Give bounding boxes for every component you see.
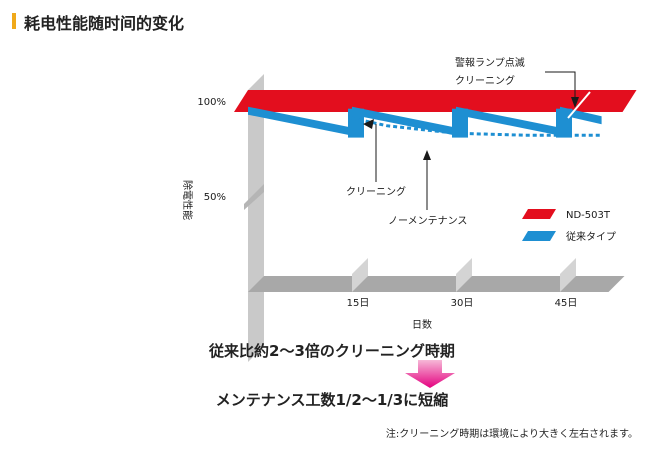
- x-axis-title: 日数: [412, 318, 432, 331]
- series-conventional-cleaning-step: [452, 108, 468, 138]
- x-tick-fin-15日: [352, 258, 368, 292]
- x-axis-floor: [248, 276, 625, 292]
- summary-line-1: 従来比約2～3倍のクリーニング時期: [209, 342, 455, 360]
- x-tick-fin-45日: [560, 258, 576, 292]
- summary-line-2: メンテナンス工数1/2～1/3に短縮: [215, 391, 449, 409]
- x-tick-fin-30日: [456, 258, 472, 292]
- y-tick-plate-50: [244, 184, 264, 210]
- series-conventional-cleaning-step: [348, 108, 364, 138]
- title-accent-bar: [12, 13, 16, 29]
- x-tick-label: 45日: [555, 298, 578, 309]
- legend-swatch-nd503t: [522, 209, 556, 219]
- footnote: 注:クリーニング時期は環境により大きく左右されます。: [385, 429, 638, 440]
- annotation-alarm-arrowhead: [571, 97, 579, 108]
- x-tick-label: 15日: [347, 298, 370, 309]
- page-title: 耗电性能随时间的变化: [24, 14, 185, 33]
- annotation-no-maintenance-arrowhead: [423, 150, 431, 160]
- annotation-cleaning-top: クリーニング: [455, 74, 515, 87]
- down-arrow-icon: [405, 360, 455, 388]
- x-tick-label: 30日: [451, 298, 474, 309]
- series-conventional-ribbon: [248, 106, 602, 136]
- annotation-cleaning-arrowhead: [363, 119, 374, 129]
- y-tick-label: 100%: [197, 97, 226, 108]
- legend-swatch-conventional: [522, 231, 556, 241]
- annotation-no-maintenance: ノーメンテナンス: [388, 215, 467, 227]
- series-conventional-cleaning-step: [556, 108, 572, 138]
- legend: ND-503T 従来タイプ: [522, 209, 616, 243]
- labels-layer: 100%50%15日 30日 45日日数除電性能警報ランプ点滅クリーニングクリーニン…: [181, 56, 591, 331]
- annotation-alarm-slash: [567, 91, 591, 119]
- series-layer: [234, 90, 637, 138]
- annotation-alarm: 警報ランプ点滅: [455, 56, 525, 69]
- legend-label: 従来タイプ: [566, 230, 616, 243]
- series-no-maintenance-curve: [351, 116, 602, 137]
- y-axis-title: 除電性能: [181, 180, 194, 220]
- series-nd503t-ribbon: [234, 90, 637, 112]
- annotation-cleaning-bottom: クリーニング: [346, 185, 406, 198]
- annotation-alarm-leader: [545, 71, 576, 102]
- legend-label: ND-503T: [566, 210, 611, 221]
- y-tick-label: 50%: [204, 192, 226, 203]
- chart-frame: [244, 74, 625, 362]
